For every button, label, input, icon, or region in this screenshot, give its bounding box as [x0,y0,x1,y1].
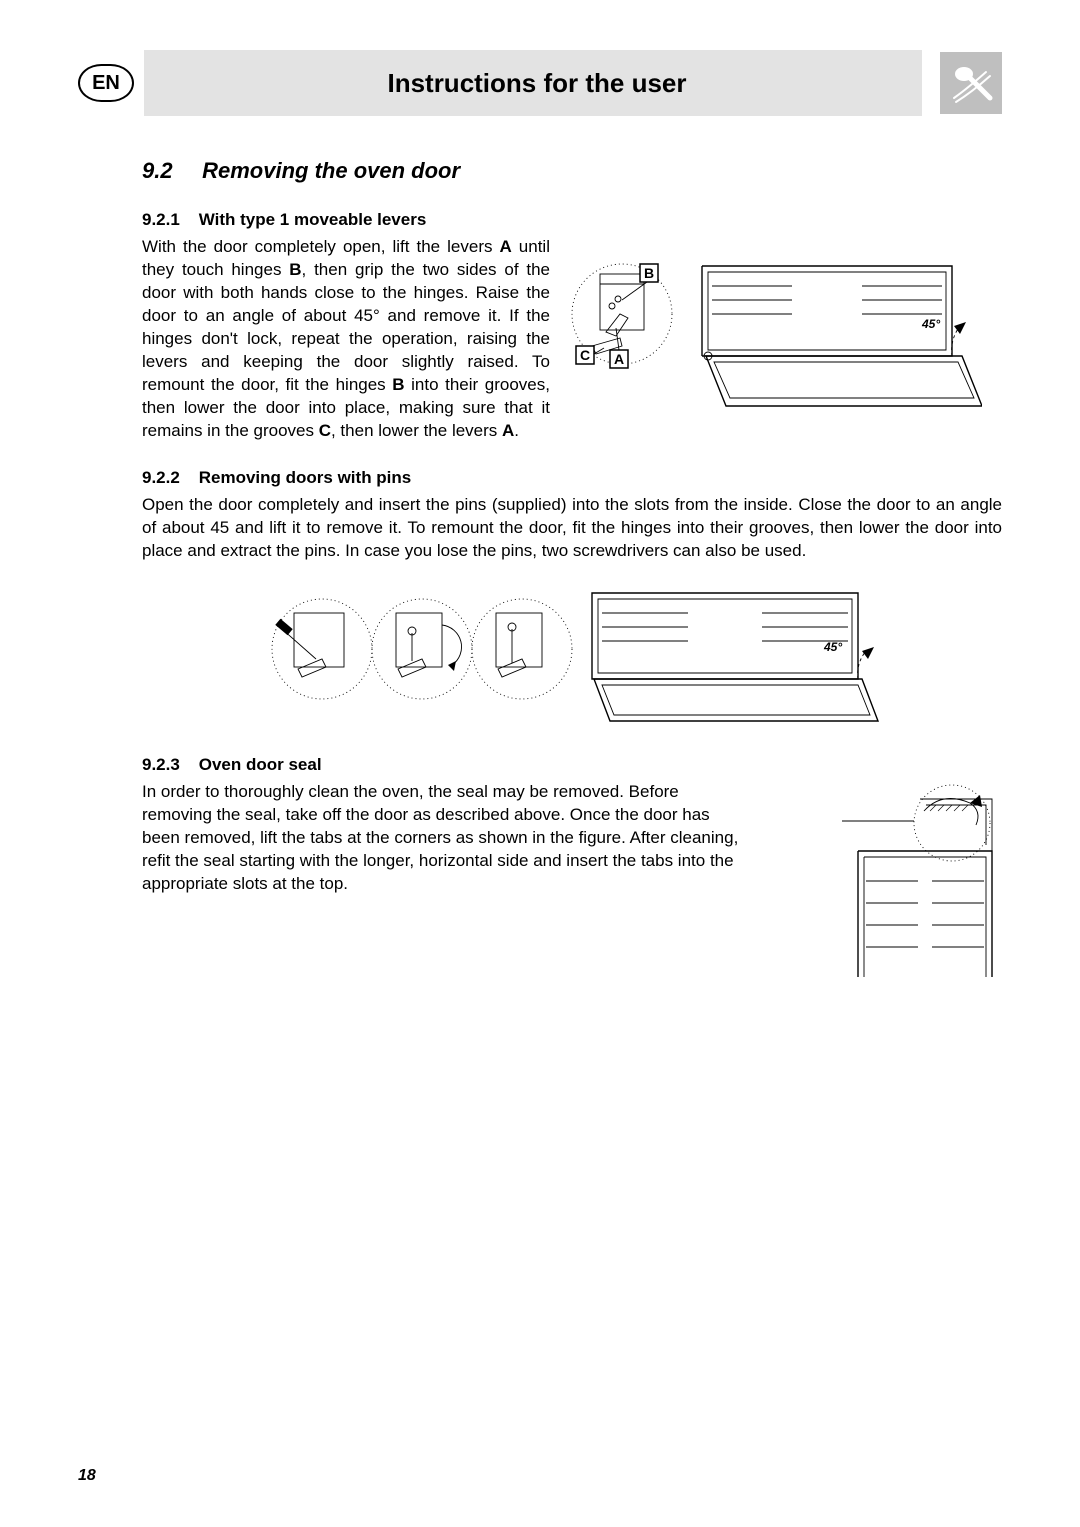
figure-922: 45° [142,569,1002,729]
svg-text:A: A [614,351,624,367]
language-badge-text: EN [92,72,120,95]
figure-921: B A C [562,236,1002,416]
subsection-3-body: In order to thoroughly clean the oven, t… [142,781,750,896]
subsection-2-heading: 9.2.2 Removing doors with pins [142,468,1002,488]
section-title: Removing the oven door [202,158,460,183]
subsection-1-heading: 9.2.1 With type 1 moveable levers [142,210,1002,230]
svg-text:45°: 45° [823,640,842,654]
subsection-3-heading: 9.2.3 Oven door seal [142,755,1002,775]
svg-text:45°: 45° [921,317,940,331]
title-bar: Instructions for the user [144,50,922,116]
svg-text:B: B [644,265,654,281]
page-number: 18 [78,1467,96,1485]
section-heading: 9.2 Removing the oven door [142,158,1002,184]
svg-text:C: C [580,347,590,363]
figure-923 [768,781,1002,981]
page-header: EN Instructions for the user [78,50,1002,116]
subsection-3-number: 9.2.3 [142,755,194,775]
section-number: 9.2 [142,158,196,184]
subsection-2-body: Open the door completely and insert the … [142,494,1002,563]
spoon-icon [946,58,996,108]
subsection-1-number: 9.2.1 [142,210,194,230]
language-badge: EN [78,64,134,102]
subsection-1-title: With type 1 moveable levers [199,210,427,229]
subsection-3-title: Oven door seal [199,755,322,774]
title-bar-text: Instructions for the user [387,68,686,99]
subsection-1-body: With the door completely open, lift the … [142,236,550,442]
subsection-2-number: 9.2.2 [142,468,194,488]
subsection-2-title: Removing doors with pins [199,468,412,487]
content-area: 9.2 Removing the oven door 9.2.1 With ty… [78,158,1002,981]
brand-icon [940,52,1002,114]
